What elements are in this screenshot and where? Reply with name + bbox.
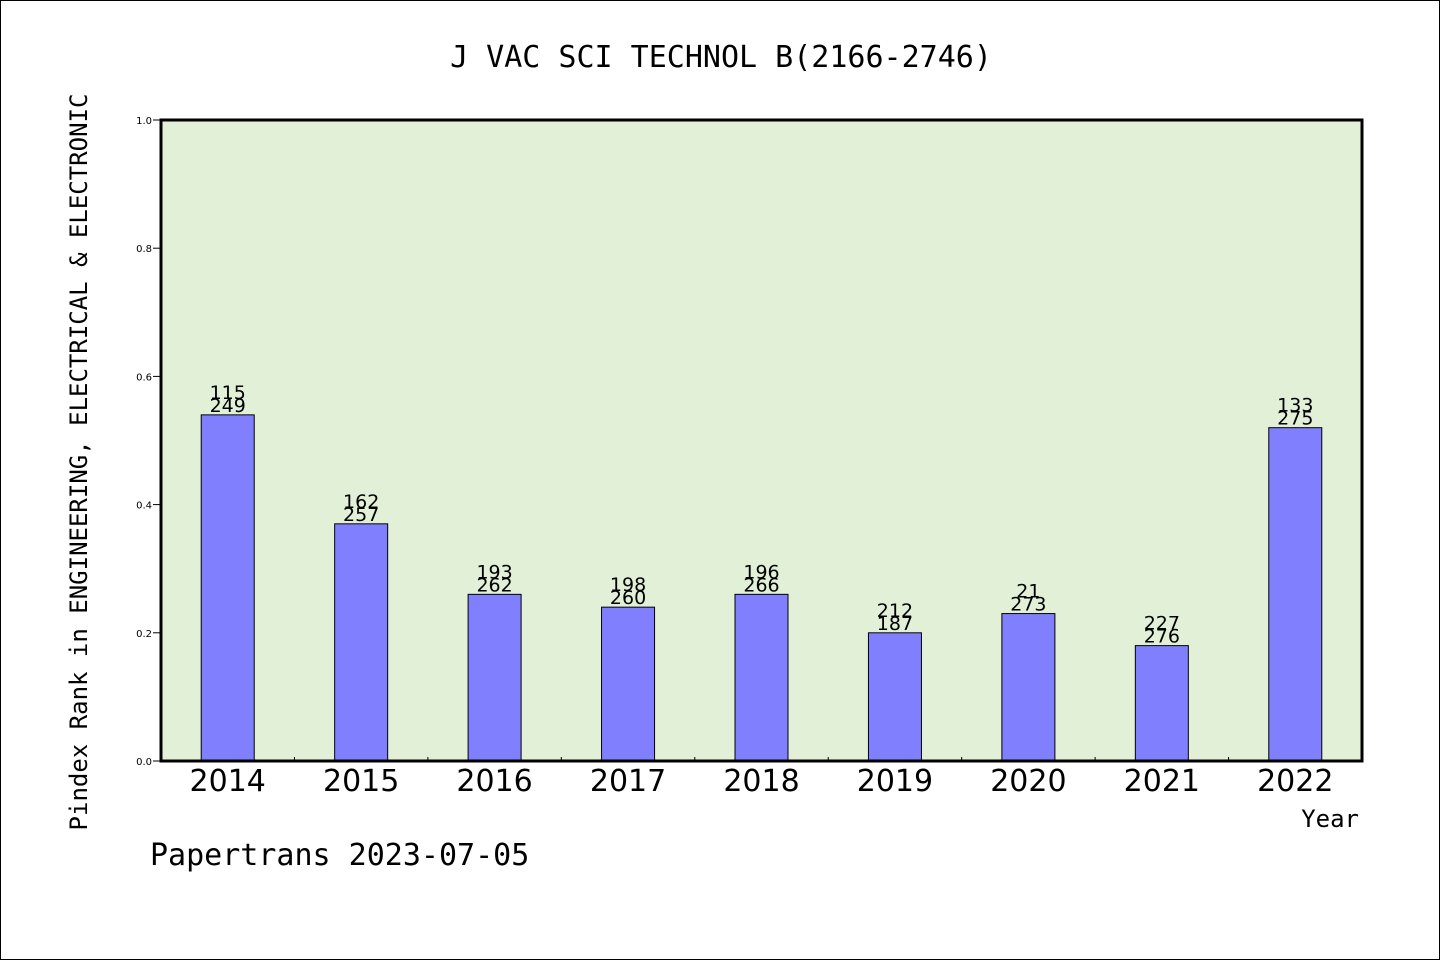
- data-label-top: 198: [610, 574, 646, 596]
- x-tick-label: 2021: [1124, 764, 1200, 799]
- data-label-top: 212: [877, 600, 913, 622]
- y-tick-label: 0.0: [136, 757, 152, 768]
- data-label-top: 196: [743, 561, 779, 583]
- data-label-top: 193: [476, 561, 512, 583]
- x-tick-label: 2015: [323, 764, 399, 799]
- y-tick-label: 0.8: [136, 244, 152, 255]
- y-tick-label: 0.2: [136, 629, 152, 640]
- x-tick-label: 2017: [590, 764, 666, 799]
- bar: [1134, 645, 1189, 762]
- chart-title: J VAC SCI TECHNOL B(2166-2746): [450, 40, 992, 75]
- bar: [467, 593, 522, 762]
- y-axis-label: Pindex Rank in ENGINEERING, ELECTRICAL &…: [65, 94, 93, 831]
- bar: [734, 593, 789, 762]
- plot-border: [159, 118, 1364, 763]
- y-tick-label: 0.6: [136, 372, 152, 383]
- data-label-bottom: 262: [476, 574, 512, 596]
- data-label-bottom: 187: [877, 613, 913, 635]
- x-tick-label: 2020: [990, 764, 1066, 799]
- data-label-top: 227: [1144, 613, 1180, 635]
- data-label-bottom: 257: [343, 504, 379, 526]
- data-label-bottom: 273: [1010, 594, 1046, 616]
- bar: [1268, 427, 1323, 762]
- data-label-top: 162: [343, 491, 379, 513]
- bar: [601, 606, 656, 762]
- y-tick-label: 1.0: [136, 116, 152, 127]
- data-label-bottom: 260: [610, 587, 646, 609]
- bar: [867, 632, 922, 762]
- data-label-top: 133: [1277, 395, 1313, 417]
- x-tick-label: 2018: [723, 764, 799, 799]
- data-label-top: 115: [210, 382, 246, 404]
- x-tick-label: 2014: [190, 764, 266, 799]
- data-label-bottom: 249: [210, 395, 246, 417]
- footer-credit: Papertrans 2023-07-05: [150, 838, 529, 873]
- data-label-bottom: 276: [1144, 626, 1180, 648]
- data-label-bottom: 266: [743, 574, 779, 596]
- bar-series: [200, 414, 1323, 762]
- bar: [200, 414, 255, 762]
- data-label-bottom: 275: [1277, 408, 1313, 430]
- x-tick-label: 2022: [1257, 764, 1333, 799]
- bar: [1001, 613, 1056, 762]
- y-tick-label: 0.4: [136, 501, 152, 512]
- x-axis: 2014 2015 2016 2017 2018 2019 2020 2021 2022: [190, 757, 1333, 799]
- x-tick-label: 2019: [857, 764, 933, 799]
- bar: [334, 523, 389, 762]
- x-tick-label: 2016: [456, 764, 532, 799]
- x-axis-label: Year: [1301, 805, 1359, 833]
- y-axis: 0.0 0.2 0.4 0.6 0.8 1.0: [136, 116, 161, 768]
- data-label-top: 21: [1016, 581, 1040, 603]
